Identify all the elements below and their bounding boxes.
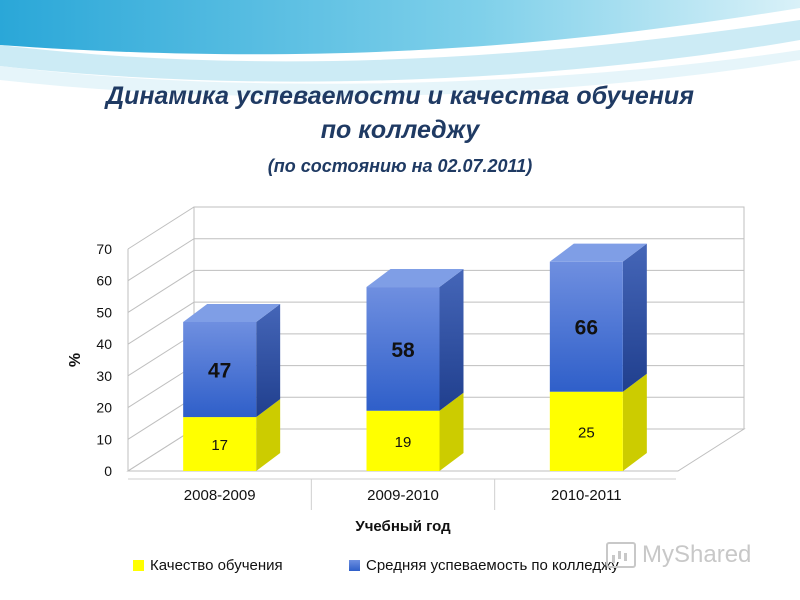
bar-side-quality — [439, 392, 464, 471]
legend-label-performance: Средняя успеваемость по колледжу — [366, 557, 619, 574]
bar-side-performance — [256, 303, 281, 418]
bar-performance-2009-2010 — [366, 287, 440, 411]
data-label-quality: 17 — [211, 437, 228, 454]
bar-side-performance — [439, 269, 464, 411]
legend: Качество обучения Средняя успеваемость п… — [0, 557, 800, 581]
bar-quality-2008-2009 — [183, 417, 257, 471]
y-tick-label: 20 — [96, 400, 112, 416]
data-label-performance: 58 — [391, 339, 415, 362]
y-tick-label: 50 — [96, 304, 112, 320]
gridline-60 — [127, 238, 744, 282]
bar-top-performance — [549, 243, 647, 262]
watermark-chart-icon — [606, 542, 636, 568]
bar-side-performance — [622, 243, 647, 392]
y-tick-label: 60 — [96, 273, 112, 289]
x-tick-label: 2009-2010 — [367, 487, 439, 504]
bar-side-quality — [622, 373, 647, 471]
y-tick-label: 30 — [96, 368, 112, 384]
bar-performance-2010-2011 — [549, 261, 623, 392]
gridline-70 — [127, 206, 744, 250]
y-axis-label: % — [67, 353, 84, 367]
legend-label-quality: Качество обучения — [150, 557, 283, 574]
legend-item-quality: Качество обучения — [133, 557, 283, 574]
bar-quality-2009-2010 — [366, 410, 440, 471]
watermark-text: MyShared — [642, 541, 752, 568]
y-tick-label: 40 — [96, 336, 112, 352]
legend-swatch-quality — [133, 560, 144, 571]
bar-top-performance — [183, 303, 281, 322]
legend-swatch-performance — [349, 560, 360, 571]
chart-subtitle: (по состоянию на 02.07.2011) — [267, 156, 533, 176]
bar-quality-2010-2011 — [549, 391, 623, 471]
chart-title-line1: Динамика успеваемости и качества обучени… — [106, 82, 694, 110]
x-tick-label: 2010-2011 — [551, 487, 622, 504]
y-tick-label: 10 — [96, 431, 112, 447]
y-tick-label: 0 — [104, 463, 112, 479]
background-waves — [0, 0, 800, 97]
bar-side-quality — [256, 399, 281, 471]
bar-performance-2008-2009 — [183, 321, 257, 418]
x-axis-label: Учебный год — [355, 518, 451, 535]
legend-item-performance: Средняя успеваемость по колледжу — [349, 557, 619, 574]
data-label-quality: 25 — [578, 424, 595, 441]
x-tick-label: 2008-2009 — [184, 487, 256, 504]
bar-top-performance — [366, 269, 464, 288]
data-label-performance: 47 — [208, 360, 231, 383]
watermark: MyShared — [606, 538, 751, 572]
y-tick-label: 70 — [96, 241, 112, 257]
data-label-quality: 19 — [395, 434, 412, 451]
chart-title-line2: по колледжу — [320, 116, 480, 144]
data-label-performance: 66 — [575, 317, 598, 340]
